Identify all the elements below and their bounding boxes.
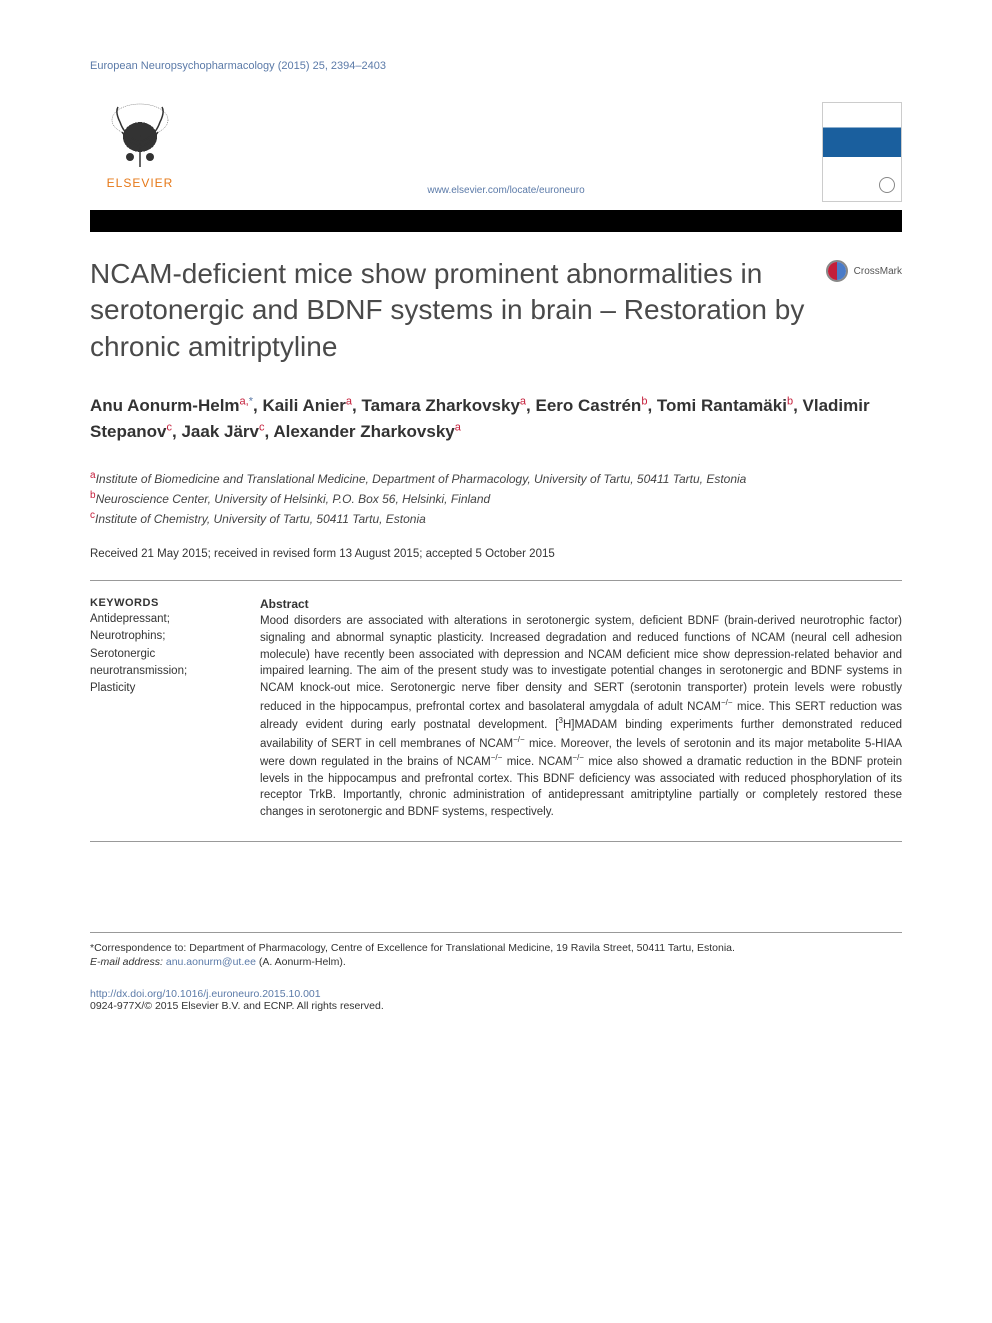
crossmark-label: CrossMark bbox=[854, 266, 902, 277]
abstract-column: Abstract Mood disorders are associated w… bbox=[260, 597, 902, 820]
journal-url[interactable]: www.elsevier.com/locate/euroneuro bbox=[190, 185, 822, 202]
footnote-divider bbox=[90, 932, 902, 933]
journal-cover-icon[interactable] bbox=[822, 102, 902, 202]
email-author: (A. Aonurm-Helm). bbox=[259, 956, 346, 968]
header-row: ELSEVIER www.elsevier.com/locate/euroneu… bbox=[90, 102, 902, 202]
header-divider-bar bbox=[90, 210, 902, 232]
publisher-logo[interactable]: ELSEVIER bbox=[90, 102, 190, 202]
keywords-list: Antidepressant;Neurotrophins;Serotonergi… bbox=[90, 611, 230, 697]
keywords-heading: KEYWORDS bbox=[90, 597, 230, 609]
title-row: NCAM-deficient mice show prominent abnor… bbox=[90, 256, 902, 365]
article-dates: Received 21 May 2015; received in revise… bbox=[90, 548, 902, 560]
journal-reference: European Neuropsychopharmacology (2015) … bbox=[90, 60, 902, 72]
authors-list: Anu Aonurm-Helma,*, Kaili Aniera, Tamara… bbox=[90, 393, 902, 444]
content-row: KEYWORDS Antidepressant;Neurotrophins;Se… bbox=[90, 597, 902, 820]
section-divider bbox=[90, 580, 902, 581]
keywords-column: KEYWORDS Antidepressant;Neurotrophins;Se… bbox=[90, 597, 230, 820]
elsevier-tree-icon bbox=[100, 102, 180, 172]
crossmark-badge[interactable]: CrossMark bbox=[826, 260, 902, 282]
email-link[interactable]: anu.aonurm@ut.ee bbox=[166, 956, 256, 968]
article-title: NCAM-deficient mice show prominent abnor… bbox=[90, 256, 806, 365]
correspondence-note: *Correspondence to: Department of Pharma… bbox=[90, 941, 902, 970]
affiliations-block: aInstitute of Biomedicine and Translatio… bbox=[90, 468, 902, 528]
crossmark-icon bbox=[826, 260, 848, 282]
correspondence-text: Department of Pharmacology, Centre of Ex… bbox=[189, 942, 735, 954]
doi-link[interactable]: http://dx.doi.org/10.1016/j.euroneuro.20… bbox=[90, 988, 902, 1000]
abstract-text: Mood disorders are associated with alter… bbox=[260, 613, 902, 820]
correspondence-marker: *Correspondence to: bbox=[90, 942, 186, 954]
doi-block: http://dx.doi.org/10.1016/j.euroneuro.20… bbox=[90, 988, 902, 1012]
copyright-text: 0924-977X/© 2015 Elsevier B.V. and ECNP.… bbox=[90, 1000, 902, 1012]
abstract-heading: Abstract bbox=[260, 597, 902, 611]
section-divider bbox=[90, 841, 902, 842]
email-label: E-mail address: bbox=[90, 956, 163, 968]
footer-block: *Correspondence to: Department of Pharma… bbox=[90, 932, 902, 1012]
publisher-name: ELSEVIER bbox=[107, 176, 174, 190]
